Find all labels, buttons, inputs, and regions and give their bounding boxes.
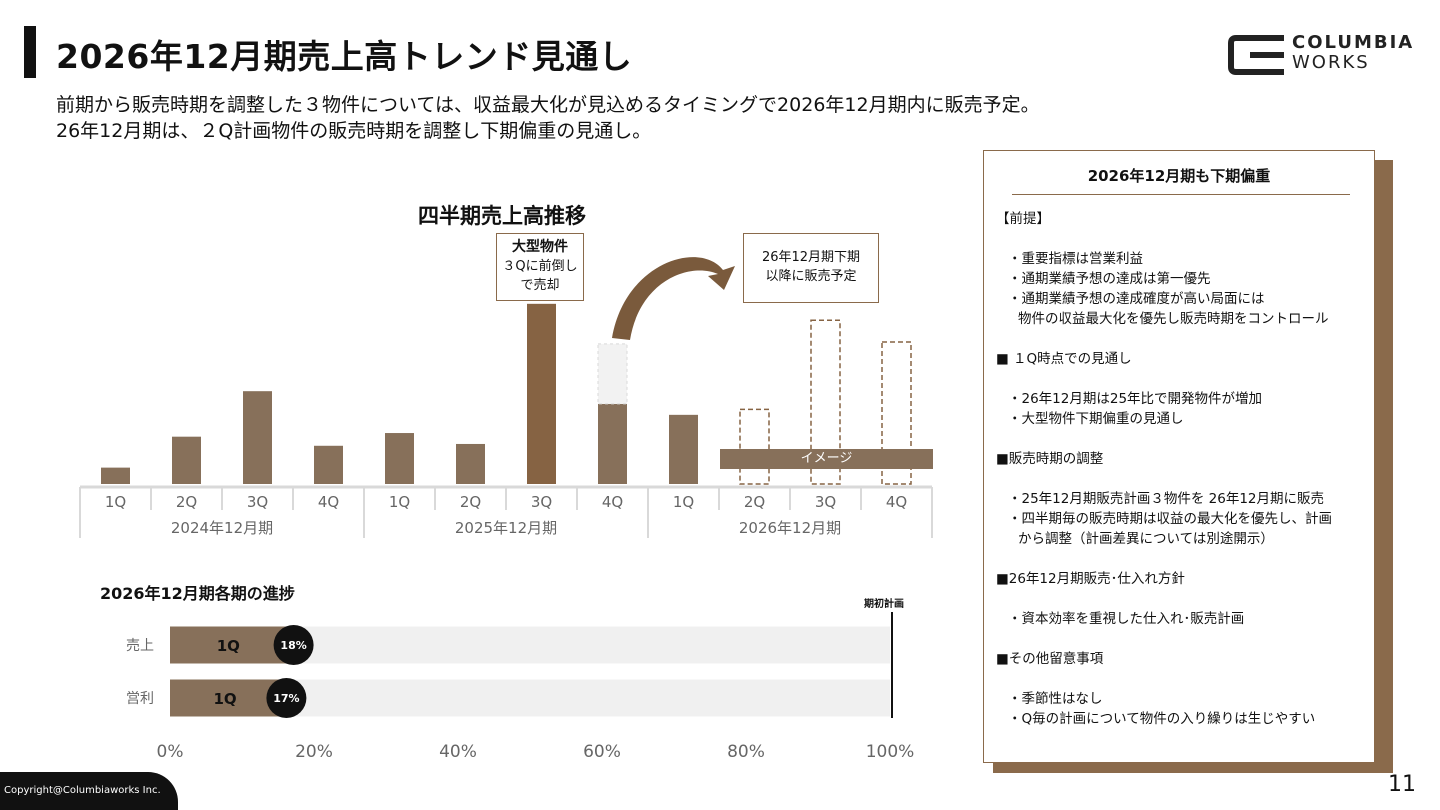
panel-heading: 2026年12月期も下期偏重 (1087, 167, 1271, 185)
copyright-badge: Copyright@Columbiaworks Inc. (0, 772, 178, 810)
bar (314, 445, 343, 484)
timing-item: ・四半期毎の販売時期は収益の最大化を優先し、計画 (1008, 511, 1332, 527)
big-property-title: 大型物件 (512, 239, 568, 255)
logo-text-bottom: WORKS (1292, 52, 1370, 73)
progress-title: 2026年12月期各期の進捗 (100, 584, 295, 603)
progress-category-label: 売上 (126, 638, 154, 654)
outlook-item: ・26年12月期は25年比で開発物件が増加 (1008, 391, 1263, 407)
x-tick-label: 1Q (389, 493, 410, 511)
big-property-line2: で売却 (520, 278, 560, 293)
timing-item: ・25年12月期販売計画３物件を 26年12月期に販売 (1008, 491, 1325, 507)
x-tick-label: 3Q (815, 493, 836, 511)
x-tick-label: 2Q (744, 493, 765, 511)
page-subtitle: 前期から販売時期を調整した３物件については、収益最大化が見込めるタイミングで20… (56, 92, 1040, 144)
x-tick-label: 1Q (673, 493, 694, 511)
policy-item: ・資本効率を重視した仕入れ･販売計画 (1008, 611, 1245, 627)
x-tick-label: 100% (866, 742, 915, 762)
progress-value-label: 18% (280, 639, 306, 652)
section-notes: ■その他留意事項 (996, 651, 1104, 667)
group-label: 2025年12月期 (455, 519, 557, 537)
bar (101, 467, 130, 484)
section-timing: ■販売時期の調整 (996, 451, 1104, 467)
progress-bar (170, 626, 300, 664)
x-tick-label: 2Q (176, 493, 197, 511)
section-outlook: ■ １Q時点での見通し (996, 351, 1132, 367)
chart-title: 四半期売上高推移 (418, 204, 586, 228)
logo-mark-icon (1228, 35, 1284, 75)
later-sales-line2: 以降に販売予定 (765, 269, 857, 284)
premise-item: ・重要指標は営業利益 (1008, 251, 1143, 267)
bar-forecast (739, 408, 770, 485)
bar (598, 403, 627, 484)
x-tick-label: 4Q (886, 493, 907, 511)
progress-value-label: 17% (273, 692, 299, 705)
premise-item-cont: 物件の収益最大化を優先し販売時期をコントロール (1018, 311, 1329, 327)
progress-bar-label: 1Q (213, 690, 236, 708)
x-tick-label: 2Q (460, 493, 481, 511)
x-tick-label: 4Q (318, 493, 339, 511)
progress-track (170, 626, 890, 664)
summary-panel: 2026年12月期も下期偏重 【前提】 ・重要指標は営業利益 ・通期業績予想の達… (983, 150, 1375, 763)
panel-divider (1012, 194, 1350, 195)
bar (385, 433, 414, 484)
page-number: 11 (1388, 772, 1416, 797)
premise-item: ・通期業績予想の達成は第一優先 (1008, 271, 1211, 287)
bar (669, 414, 698, 484)
progress-value-badge (266, 678, 307, 718)
big-property-line1: ３Qに前倒し (502, 259, 578, 274)
group-label: 2024年12月期 (171, 519, 273, 537)
panel-body: 【前提】 ・重要指標は営業利益 ・通期業績予想の達成は第一優先 ・通期業績予想の… (996, 209, 1332, 729)
x-tick-label: 0% (157, 742, 184, 762)
section-policy: ■26年12月期販売･仕入れ方針 (996, 571, 1185, 587)
group-label: 2026年12月期 (739, 519, 841, 537)
progress-track (170, 679, 890, 717)
x-tick-label: 60% (583, 742, 621, 762)
big-property-callout: 大型物件 ３Qに前倒し で売却 (496, 233, 584, 301)
x-tick-label: 80% (727, 742, 765, 762)
x-tick-label: 3Q (531, 493, 552, 511)
outlook-item: ・大型物件下期偏重の見通し (1008, 411, 1184, 427)
subtitle-line-2: 26年12月期は、２Q計画物件の販売時期を調整し下期偏重の見通し。 (56, 120, 652, 142)
bar-shifted-ghost (597, 343, 628, 405)
notes-item: ・季節性はなし (1008, 691, 1103, 707)
company-logo: COLUMBIA WORKS (1228, 32, 1418, 76)
x-tick-label: 1Q (105, 493, 126, 511)
progress-category-label: 営利 (126, 691, 154, 707)
x-tick-label: 40% (439, 742, 477, 762)
bar (527, 303, 556, 484)
section-premise: 【前提】 (996, 211, 1050, 227)
x-tick-label: 3Q (247, 493, 268, 511)
x-tick-label: 4Q (602, 493, 623, 511)
later-sales-callout: 26年12月期下期 以降に販売予定 (743, 233, 879, 303)
progress-bar-label: 1Q (217, 637, 240, 655)
logo-text-top: COLUMBIA (1292, 32, 1415, 53)
x-tick-label: 20% (295, 742, 333, 762)
progress-value-badge (273, 625, 314, 665)
later-sales-line1: 26年12月期下期 (761, 250, 861, 265)
title-accent-bar (24, 26, 36, 78)
plan-line-label: 期初計画 (864, 599, 904, 610)
bar (172, 436, 201, 484)
bar (456, 443, 485, 484)
page-title: 2026年12月期売上高トレンド見通し (56, 37, 633, 76)
image-label: イメージ (720, 449, 933, 469)
timing-item-cont: から調整（計画差異については別途開示） (1018, 531, 1274, 547)
premise-item: ・通期業績予想の達成確度が高い局面には (1008, 291, 1265, 307)
curved-arrow-icon (612, 257, 735, 340)
bar (243, 391, 272, 484)
progress-bar (170, 679, 293, 717)
notes-item: ・Q毎の計画について物件の入り繰りは生じやすい (1008, 711, 1316, 727)
subtitle-line-1: 前期から販売時期を調整した３物件については、収益最大化が見込めるタイミングで20… (56, 94, 1040, 116)
